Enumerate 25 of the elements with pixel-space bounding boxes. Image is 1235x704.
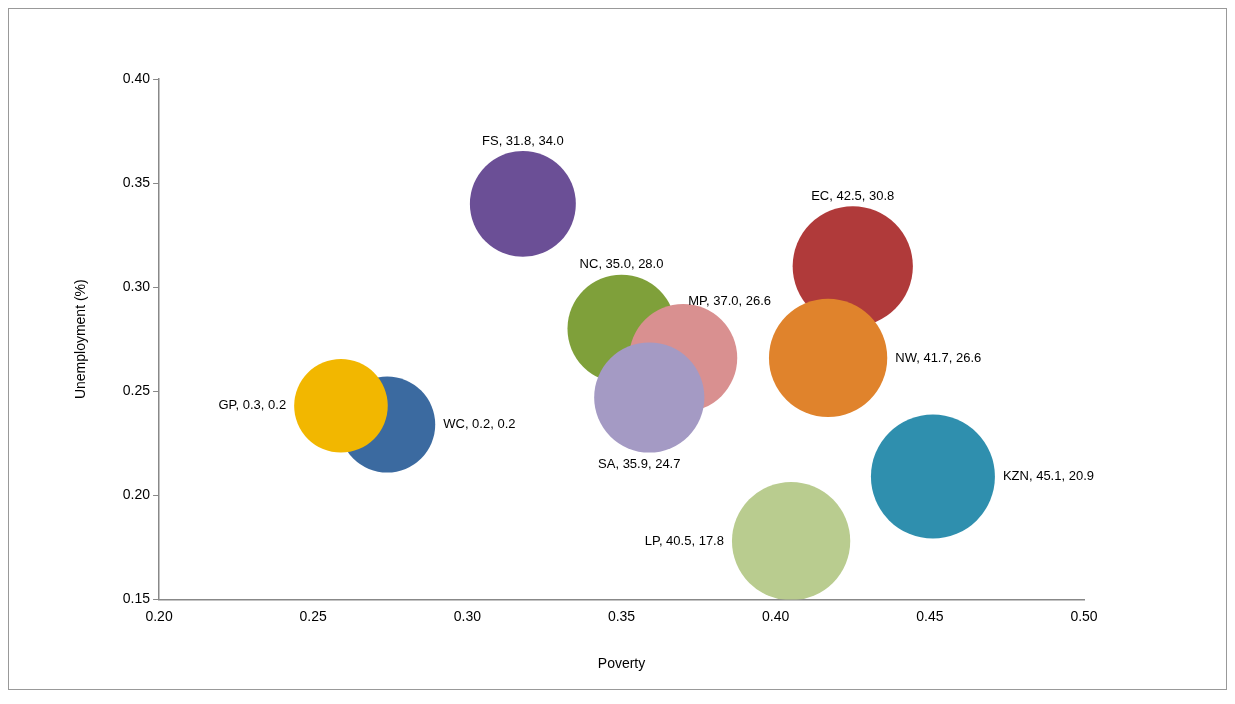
y-tick-label: 0.20 bbox=[122, 486, 151, 503]
y-axis-title: Unemployment (%) bbox=[72, 279, 89, 400]
x-tick-label: 0.40 bbox=[762, 607, 790, 624]
y-tick-label: 0.30 bbox=[122, 278, 151, 295]
data-label: EC, 42.5, 30.8 bbox=[811, 187, 895, 203]
data-label: GP, 0.3, 0.2 bbox=[218, 397, 287, 413]
data-label: NC, 35.0, 28.0 bbox=[579, 256, 664, 272]
y-tick-label: 0.40 bbox=[122, 69, 151, 86]
data-label: WC, 0.2, 0.2 bbox=[443, 416, 516, 432]
data-label: SA, 35.9, 24.7 bbox=[598, 456, 681, 472]
data-label: LP, 40.5, 17.8 bbox=[644, 532, 724, 548]
y-tick-label: 0.25 bbox=[122, 382, 151, 399]
y-tick-label: 0.15 bbox=[122, 590, 151, 607]
data-label: KZN, 45.1, 20.9 bbox=[1002, 468, 1094, 484]
x-tick-label: 0.30 bbox=[453, 607, 482, 624]
x-tick-label: 0.35 bbox=[607, 607, 636, 624]
x-tick-label: 0.50 bbox=[1070, 607, 1098, 624]
x-tick-label: 0.20 bbox=[145, 607, 173, 624]
x-axis-title: Poverty bbox=[597, 655, 646, 672]
data-label: MP, 37.0, 26.6 bbox=[688, 293, 772, 309]
y-tick-label: 0.35 bbox=[122, 173, 151, 190]
x-tick-label: 0.25 bbox=[299, 607, 328, 624]
data-label: NW, 41.7, 26.6 bbox=[895, 349, 982, 365]
x-tick-label: 0.45 bbox=[916, 607, 944, 624]
data-label: FS, 31.8, 34.0 bbox=[482, 132, 564, 148]
